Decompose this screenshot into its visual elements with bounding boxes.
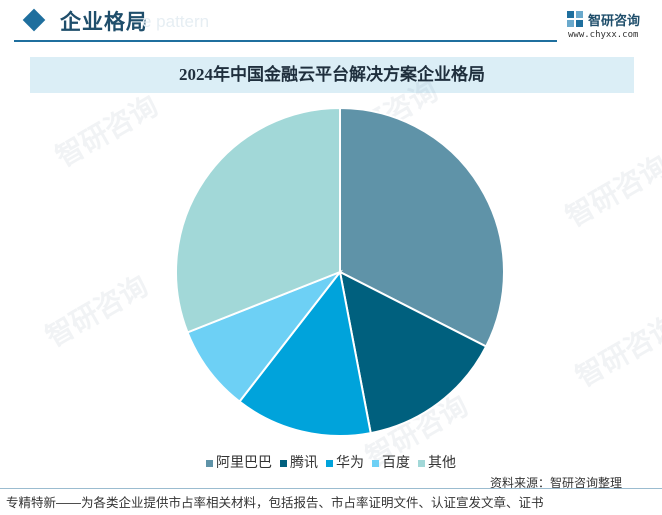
- section-title: 企业格局: [60, 11, 148, 34]
- footer-text: 专精特新——为各类企业提供市占率相关材料，包括报告、市占率证明文件、认证宣发文章…: [6, 496, 544, 510]
- logo-name: 智研咨询: [588, 13, 641, 28]
- brand-logo: 智研咨询 www.chyxx.com: [566, 6, 656, 42]
- legend-label: 百度: [382, 454, 410, 470]
- legend-item: 百度: [372, 452, 410, 472]
- header-divider: [14, 40, 557, 42]
- chart-title: 2024年中国金融云平台解决方案企业格局: [179, 65, 485, 84]
- legend-label: 阿里巴巴: [216, 454, 272, 470]
- logo-url: www.chyxx.com: [568, 30, 639, 40]
- logo-icon: [567, 11, 583, 27]
- legend-swatch: [326, 459, 333, 467]
- legend-label: 腾讯: [290, 454, 318, 470]
- source-note: 资料来源：智研咨询整理: [490, 476, 623, 490]
- pie-slice-2: [338, 270, 488, 435]
- chart-title-band: 2024年中国金融云平台解决方案企业格局: [30, 57, 634, 93]
- section-header: 企业格局 e pattern 智研咨询 www.chyxx.com: [0, 0, 662, 44]
- legend-label: 其他: [428, 454, 456, 470]
- pie-slice-3: [238, 269, 372, 437]
- legend-item: 阿里巴巴: [206, 452, 272, 472]
- legend-item: 其他: [418, 452, 456, 472]
- legend-swatch: [372, 459, 379, 467]
- legend-swatch: [280, 459, 287, 467]
- section-subtitle-faded: e pattern: [142, 12, 210, 31]
- pie-slice-4: [186, 269, 344, 403]
- pie-slice-5: [175, 106, 341, 334]
- legend-label: 华为: [336, 454, 364, 470]
- legend-swatch: [206, 459, 213, 467]
- legend-swatch: [418, 459, 425, 467]
- footer-divider: [0, 488, 662, 489]
- chart-legend: 阿里巴巴 腾讯 华为 百度 其他: [0, 452, 662, 472]
- legend-item: 华为: [326, 452, 364, 472]
- legend-item: 腾讯: [280, 452, 318, 472]
- pie-slice-1: [339, 106, 505, 348]
